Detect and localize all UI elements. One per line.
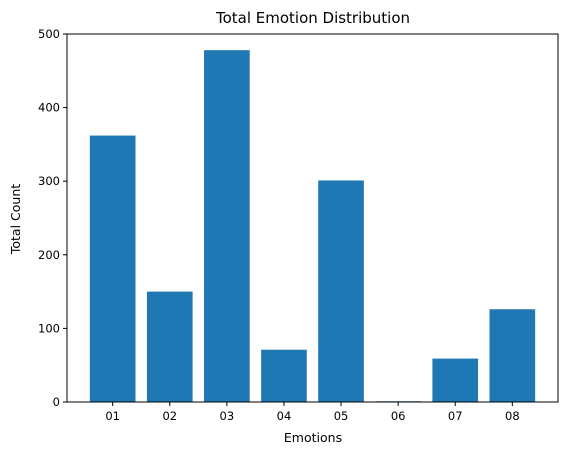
x-tick-label: 07 [448,409,463,423]
y-axis-ticks: 0 100 200 300 400 500 [38,27,67,409]
x-tick-label: 03 [220,409,235,423]
x-tick-label: 04 [277,409,292,423]
y-axis-label: Total Count [8,184,23,255]
y-tick-label: 100 [38,321,60,335]
x-tick-label: 08 [505,409,520,423]
bar-08 [489,309,536,402]
bar-02 [146,291,193,402]
x-tick-label: 05 [334,409,349,423]
y-tick-label: 200 [38,248,60,262]
y-tick-label: 300 [38,174,60,188]
x-axis-ticks: 01 02 03 04 05 06 07 08 [105,402,520,423]
x-tick-label: 01 [105,409,120,423]
y-tick-label: 0 [53,395,60,409]
bar-03 [204,50,250,402]
plot-frame [66,33,559,403]
x-axis-label: Emotions [284,430,342,445]
y-tick-label: 500 [38,27,60,41]
bar-05 [318,180,364,402]
bar-01 [89,135,136,402]
bars-group [89,50,536,403]
x-tick-label: 06 [391,409,406,423]
bar-07 [432,358,479,402]
bar-04 [261,349,307,402]
y-tick-label: 400 [38,101,60,115]
x-tick-label: 02 [162,409,177,423]
chart-title: Total Emotion Distribution [215,9,410,27]
